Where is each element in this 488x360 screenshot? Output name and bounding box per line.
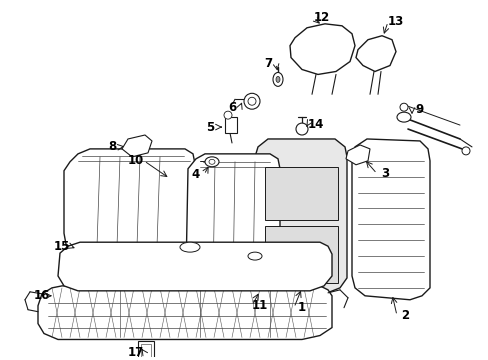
Polygon shape: [351, 139, 429, 300]
Polygon shape: [64, 149, 195, 250]
Bar: [138, 342, 154, 360]
Text: 13: 13: [387, 15, 403, 28]
Polygon shape: [264, 167, 337, 220]
Text: 6: 6: [227, 101, 236, 114]
Text: 5: 5: [205, 121, 214, 134]
Polygon shape: [264, 226, 337, 283]
Polygon shape: [122, 135, 152, 157]
Ellipse shape: [208, 159, 215, 164]
Bar: [141, 345, 151, 358]
Text: 1: 1: [297, 301, 305, 314]
Text: 15: 15: [54, 240, 70, 253]
Text: 12: 12: [313, 12, 329, 24]
Text: 4: 4: [191, 168, 200, 181]
Ellipse shape: [461, 147, 469, 155]
Polygon shape: [355, 36, 395, 72]
Text: 11: 11: [251, 299, 267, 312]
Ellipse shape: [244, 93, 260, 109]
Polygon shape: [185, 154, 280, 290]
Text: 9: 9: [415, 103, 423, 116]
Polygon shape: [346, 145, 369, 165]
Polygon shape: [254, 139, 346, 292]
Text: 7: 7: [264, 57, 271, 70]
Polygon shape: [289, 24, 354, 75]
Ellipse shape: [396, 112, 410, 122]
Text: 10: 10: [128, 154, 144, 167]
Ellipse shape: [180, 242, 200, 252]
Text: 8: 8: [108, 140, 116, 153]
Ellipse shape: [204, 157, 219, 167]
Ellipse shape: [275, 76, 280, 82]
Polygon shape: [38, 286, 331, 339]
Ellipse shape: [247, 252, 262, 260]
Text: 16: 16: [34, 289, 50, 302]
Ellipse shape: [224, 111, 231, 119]
Ellipse shape: [247, 97, 256, 105]
Ellipse shape: [295, 123, 307, 135]
Text: 2: 2: [400, 309, 408, 322]
Text: 17: 17: [128, 346, 144, 359]
Polygon shape: [58, 242, 331, 291]
Text: 3: 3: [380, 167, 388, 180]
Ellipse shape: [272, 72, 283, 86]
Text: 14: 14: [307, 118, 324, 131]
Bar: [224, 117, 237, 133]
Ellipse shape: [399, 103, 407, 111]
